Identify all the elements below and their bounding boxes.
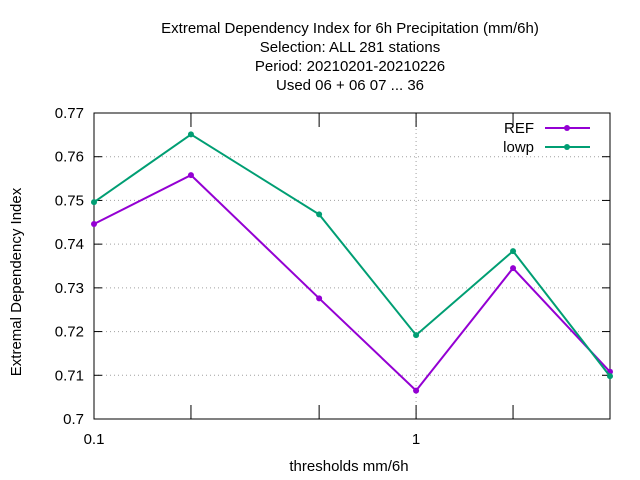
series-line-lowp	[93, 133, 611, 377]
data-point-ref	[91, 221, 97, 228]
chart-title: Extremal Dependency Index for 6h Precipi…	[161, 20, 539, 94]
title-line-2: Selection: ALL 281 stations	[260, 39, 440, 56]
y-tick-label: 0.7	[63, 411, 84, 428]
data-point-lowp	[91, 199, 97, 206]
legend-label-lowp: lowp	[503, 139, 534, 156]
series	[91, 131, 613, 394]
data-point-lowp	[187, 131, 194, 138]
series-ref	[91, 172, 613, 394]
y-tick-label: 0.72	[55, 324, 84, 341]
data-point-lowp	[510, 248, 517, 255]
title-line-4: Used 06 + 06 07 ... 36	[276, 77, 424, 94]
y-tick-label: 0.71	[55, 367, 84, 384]
y-tick-label: 0.74	[55, 236, 84, 253]
x-tick-label: 1	[412, 431, 420, 448]
data-point-ref	[316, 295, 323, 302]
data-point-lowp	[413, 332, 420, 339]
y-tick-label: 0.75	[55, 192, 84, 209]
series-line-ref	[93, 173, 611, 393]
legend-marker-lowp	[564, 144, 570, 150]
legend-marker-ref	[564, 125, 570, 131]
y-axis-label: Extremal Dependency Index	[8, 187, 25, 376]
x-tick-labels: 0.1 1	[84, 431, 421, 448]
grid	[94, 113, 610, 419]
title-line-1: Extremal Dependency Index for 6h Precipi…	[161, 20, 539, 37]
legend: REF lowp	[503, 120, 590, 156]
x-axis-label: thresholds mm/6h	[289, 458, 408, 475]
data-point-ref	[413, 387, 420, 394]
x-tick-label: 0.1	[84, 431, 105, 448]
y-tick-label: 0.77	[55, 105, 84, 122]
legend-label-ref: REF	[504, 120, 534, 137]
series-lowp	[91, 131, 613, 380]
y-tick-label: 0.76	[55, 149, 84, 166]
axis-ticks	[93, 112, 611, 420]
data-point-ref	[510, 265, 517, 272]
y-tick-label: 0.73	[55, 280, 84, 297]
data-point-lowp	[607, 373, 613, 380]
y-tick-labels: 0.7 0.71 0.72 0.73 0.74 0.75 0.76 0.77	[55, 105, 84, 428]
data-point-lowp	[316, 211, 323, 218]
data-point-ref	[187, 172, 194, 179]
title-line-3: Period: 20210201-20210226	[255, 58, 445, 75]
plot-frame	[93, 112, 611, 420]
